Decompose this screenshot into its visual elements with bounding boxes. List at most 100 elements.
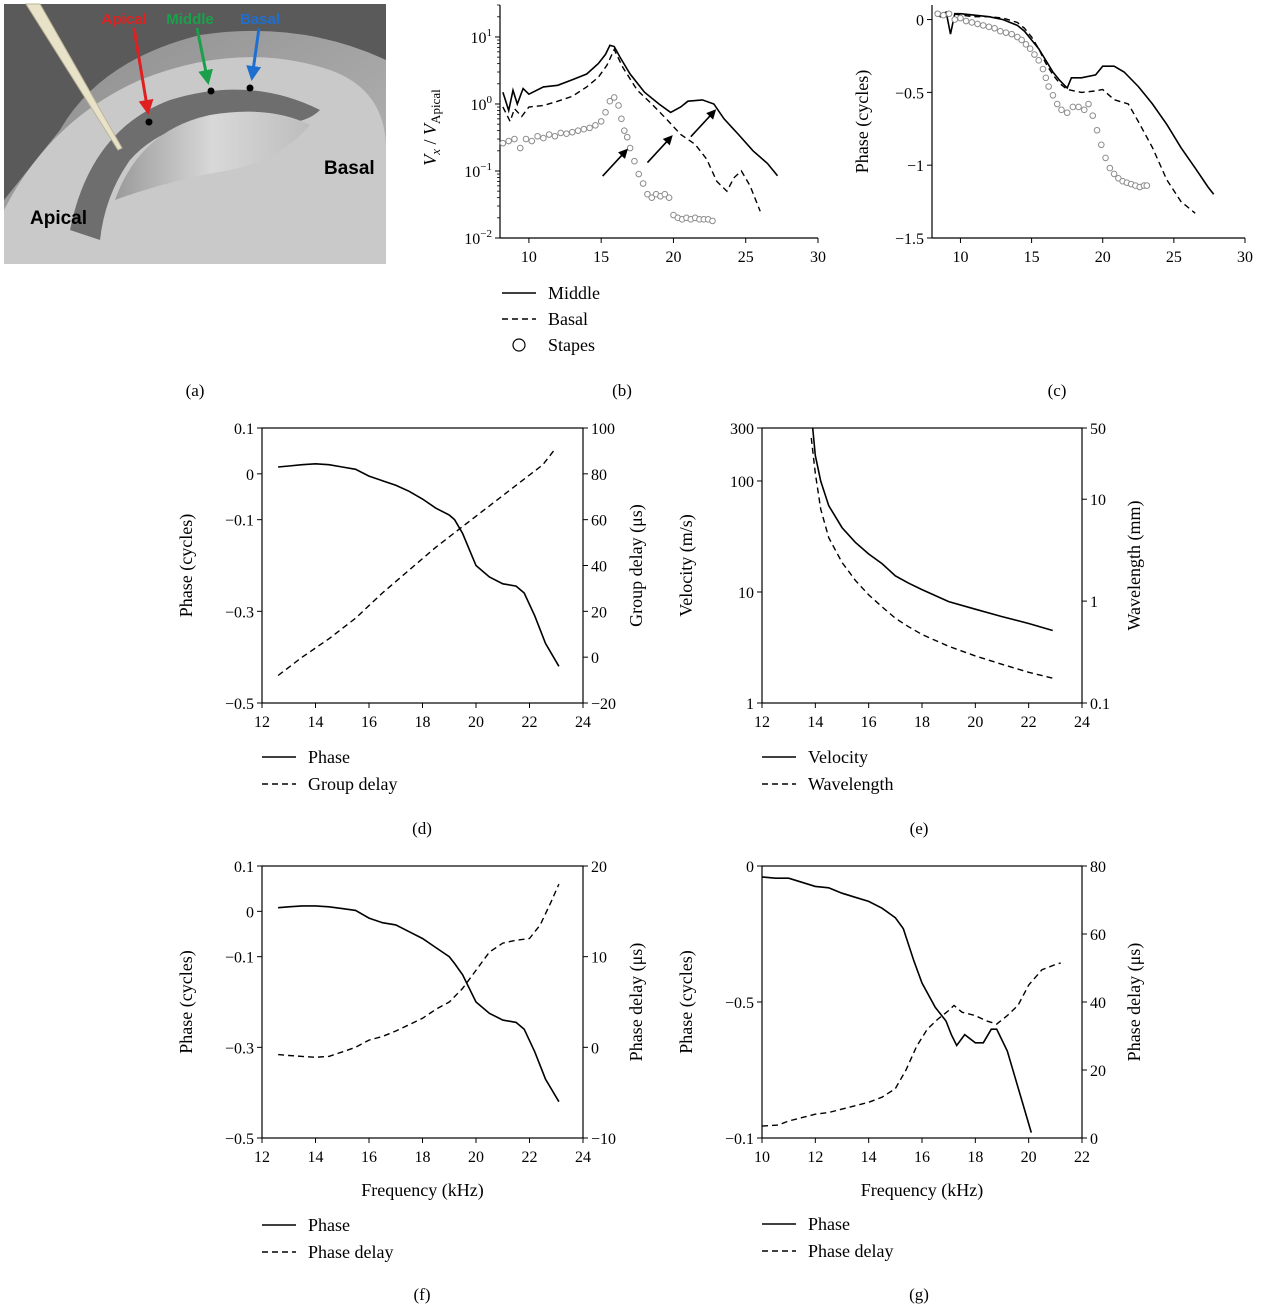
basal-line xyxy=(934,11,1196,214)
y-right-tick-label: 40 xyxy=(1090,995,1106,1012)
stapes-point xyxy=(597,118,605,125)
legend-label-phase-delay: Phase delay xyxy=(308,1242,393,1262)
x-tick-label: 22 xyxy=(522,1149,538,1166)
stapes-point xyxy=(1080,106,1088,114)
stapes-point xyxy=(665,194,673,201)
legend-label-basal: Basal xyxy=(548,309,588,329)
stapes-point xyxy=(511,135,518,143)
x-tick-label: 20 xyxy=(468,714,484,731)
y-right-tick-label: 0 xyxy=(591,1040,599,1057)
y-right-tick-label: 1 xyxy=(1090,594,1098,611)
panel-label-g: (g) xyxy=(909,1285,929,1304)
stapes-point xyxy=(962,17,970,25)
y-tick-label: −0.3 xyxy=(225,1040,254,1057)
stapes-point xyxy=(1026,45,1034,52)
chart-e: 12 14 16 18 20 22 24 1 10 100 300 0.1 1 10 50 Velocity … xyxy=(676,421,1145,794)
legend-label-velocity: Velocity xyxy=(808,747,868,767)
photo-groove xyxy=(70,89,320,240)
stapes-point xyxy=(1058,106,1065,114)
legend-label-stapes: Stapes xyxy=(548,335,595,355)
stapes-point xyxy=(635,170,643,178)
y-tick-label: 10−2 xyxy=(464,228,492,248)
y-right-axis-label: Phase delay (μs) xyxy=(1124,943,1145,1062)
y-axis-label: Phase (cycles) xyxy=(852,70,873,173)
x-tick-label: 25 xyxy=(738,249,754,266)
stapes-point xyxy=(1085,100,1092,108)
stapes-point xyxy=(709,217,716,225)
x-tick-label: 20 xyxy=(665,249,681,266)
stapes-point xyxy=(1039,65,1047,73)
x-tick-label: 14 xyxy=(308,714,324,731)
stapes-point xyxy=(1063,109,1071,117)
stapes-point xyxy=(979,22,987,29)
x-tick-label: 14 xyxy=(308,1149,324,1166)
stapes-point xyxy=(505,137,512,145)
y-tick-label: 0 xyxy=(916,13,924,30)
stapes-point xyxy=(545,131,553,138)
y-tick-label: 0 xyxy=(746,859,754,876)
y-right-axis-label: Wavelength (mm) xyxy=(1124,500,1145,630)
basal-line xyxy=(502,47,761,212)
legend-label-wavelength: Wavelength xyxy=(808,774,894,794)
stapes-point xyxy=(1089,112,1097,119)
x-tick-label: 12 xyxy=(807,1149,823,1166)
y-axis-label: Phase (cycles) xyxy=(176,514,197,617)
y-right-tick-label: −10 xyxy=(591,1131,616,1148)
stapes-point xyxy=(499,139,507,147)
stapes-point xyxy=(631,157,638,165)
x-tick-label: 18 xyxy=(914,714,930,731)
y-axis-label: Phase (cycles) xyxy=(676,950,697,1053)
stapes-point xyxy=(1110,170,1118,178)
y-right-tick-label: 60 xyxy=(1090,927,1106,944)
stapes-point xyxy=(1143,182,1151,189)
stapes-point xyxy=(1002,29,1010,36)
y-axis-label: Vx / VApical xyxy=(420,89,443,166)
basal-arrow-label: Basal xyxy=(240,11,280,28)
y-tick-label: 0 xyxy=(246,467,254,484)
y-tick-label: 100 xyxy=(730,474,754,491)
annotation-arrow xyxy=(602,148,628,177)
x-tick-label: 20 xyxy=(967,714,983,731)
chart-b: 10 15 20 25 30 10−2 10−1 100 101 Vx / VApical Midd… xyxy=(420,4,826,355)
stapes-point xyxy=(1093,126,1101,134)
x-tick-label: 16 xyxy=(914,1149,930,1166)
cochlea-photo: Apical Middle Basal Apical Basal xyxy=(4,3,386,265)
stapes-point xyxy=(563,130,570,138)
legend-label-group-delay: Group delay xyxy=(308,774,397,794)
legend-label-phase: Phase xyxy=(808,1214,850,1234)
y-right-axis-label: Phase delay (μs) xyxy=(626,943,647,1062)
y-right-tick-label: 20 xyxy=(591,604,607,621)
x-tick-label: 30 xyxy=(1237,249,1253,266)
velocity-line xyxy=(811,427,1053,632)
stapes-point xyxy=(626,144,634,152)
stapes-point xyxy=(615,102,622,109)
stapes-point xyxy=(940,11,947,19)
middle-point xyxy=(207,87,215,95)
stapes-point xyxy=(1031,51,1038,58)
stapes-point xyxy=(1035,57,1043,64)
y-tick-label: −0.1 xyxy=(225,950,254,967)
y-right-tick-label: 20 xyxy=(591,859,607,876)
y-right-tick-label: 20 xyxy=(1090,1063,1106,1080)
stapes-point xyxy=(606,97,614,105)
stapes-point xyxy=(648,194,656,201)
basal-arrow xyxy=(246,27,262,81)
legend-label-phase: Phase xyxy=(308,747,350,767)
y-tick-label: 0.1 xyxy=(234,859,254,876)
x-tick-label: 20 xyxy=(1095,249,1111,266)
chart-c: 10 15 20 25 30 0 −0.5 −1 −1.5 Phase (cycles) xyxy=(852,5,1253,266)
x-tick-label: 24 xyxy=(575,714,591,731)
stapes-point xyxy=(957,14,964,22)
y-right-tick-label: 80 xyxy=(1090,859,1106,876)
legend-label-phase: Phase xyxy=(308,1215,350,1235)
stapes-point xyxy=(991,25,998,32)
stapes-point xyxy=(568,128,576,136)
legend-label-middle: Middle xyxy=(548,283,600,303)
y-right-tick-label: 10 xyxy=(591,950,607,967)
stapes-point xyxy=(945,10,953,18)
legend-label-phase-delay: Phase delay xyxy=(808,1241,893,1261)
x-axis-label: Frequency (kHz) xyxy=(861,1180,983,1201)
y-tick-label: −1 xyxy=(907,158,924,175)
y-right-tick-label: 100 xyxy=(591,421,615,438)
x-tick-label: 15 xyxy=(593,249,609,266)
